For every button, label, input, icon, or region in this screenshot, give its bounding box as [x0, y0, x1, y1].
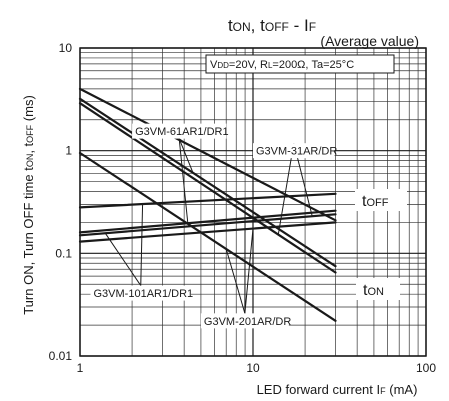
x-tick-label: 1: [77, 361, 84, 375]
plot-frame: [79, 47, 427, 357]
leader-line: [178, 138, 185, 143]
annotation-bg: [132, 123, 227, 139]
series-line-ton-5: [78, 87, 337, 222]
leader-line: [104, 232, 142, 286]
annotation-label: G3VM-201AR/DR: [204, 316, 291, 328]
x-axis-label: LED forward current IF (mA): [257, 382, 418, 397]
annotation-label: G3VM-31AR/DR: [256, 146, 337, 158]
y-tick-label: 0.01: [49, 349, 73, 363]
series-line-toff-3: [78, 213, 337, 237]
leader-line: [178, 138, 189, 224]
y-tick-label: 0.1: [55, 246, 72, 260]
annotation-labels: G3VM-61AR1/DR1 G3VM-31AR/DR G3VM-101AR1/DR…: [90, 123, 337, 329]
chart-subtitle: (Average value): [320, 33, 419, 49]
x-tick-label: 100: [416, 361, 436, 375]
series-line-ton-8: [78, 151, 337, 322]
annotation-bg: [200, 313, 289, 329]
chart-title: tON, tOFF - IF: [228, 16, 316, 35]
ton-label-bg: [356, 278, 400, 300]
annotation-bg: [90, 285, 192, 301]
series-line-toff-1: [78, 192, 337, 209]
ton-label: tON: [363, 282, 384, 299]
series-line-ton-7: [78, 102, 337, 274]
annotation-label: G3VM-101AR1/DR1: [94, 288, 194, 300]
annotation-leaders: [104, 138, 313, 314]
tick-labels: 1 10 100 0.01 0.1 1 10: [49, 41, 437, 375]
conditions-text: VDD=20V, RL=200Ω, Ta=25°C: [210, 59, 354, 71]
series-line-toff-2: [78, 209, 337, 234]
y-axis-label: Turn ON, Turn OFF time tON, tOFF (ms): [21, 95, 36, 315]
series-line-toff-4: [78, 221, 337, 243]
leader-line: [225, 248, 246, 314]
series-lines: [78, 87, 337, 322]
x-tick-label: 10: [246, 361, 260, 375]
leader-line: [277, 143, 295, 235]
leader-line: [140, 204, 144, 286]
toff-label-bg: [355, 189, 407, 211]
series-line-ton-6: [78, 97, 337, 268]
leader-line: [244, 228, 254, 314]
y-tick-label: 10: [59, 41, 73, 55]
leader-line: [178, 138, 194, 174]
toff-label: tOFF: [362, 193, 389, 210]
annotation-label: G3VM-61AR1/DR1: [135, 126, 229, 138]
conditions-box: [205, 54, 395, 74]
y-tick-label: 1: [65, 144, 72, 158]
annotation-bg: [253, 143, 335, 159]
